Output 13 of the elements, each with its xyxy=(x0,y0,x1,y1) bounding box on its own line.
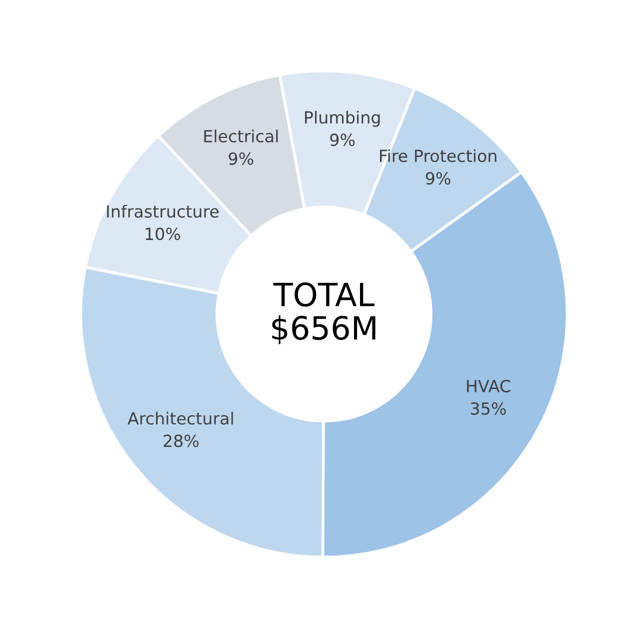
slice-label: Plumbing xyxy=(305,110,380,127)
text: TOTAL $656M xyxy=(272,282,376,344)
data-label: 28% xyxy=(164,434,199,448)
data-label: 9% xyxy=(330,134,355,146)
data-label: 10% xyxy=(146,228,180,240)
data-label: 9% xyxy=(426,172,450,185)
slice-label: Architectural xyxy=(128,412,233,425)
slice-label: Fire Protection xyxy=(380,149,496,162)
slice-label: Infrastructure xyxy=(107,204,219,218)
data-label: 35% xyxy=(470,402,506,415)
data-label: 9% xyxy=(228,152,254,165)
slice-label: HVAC xyxy=(467,380,510,392)
slice-label: Electrical xyxy=(204,130,278,142)
